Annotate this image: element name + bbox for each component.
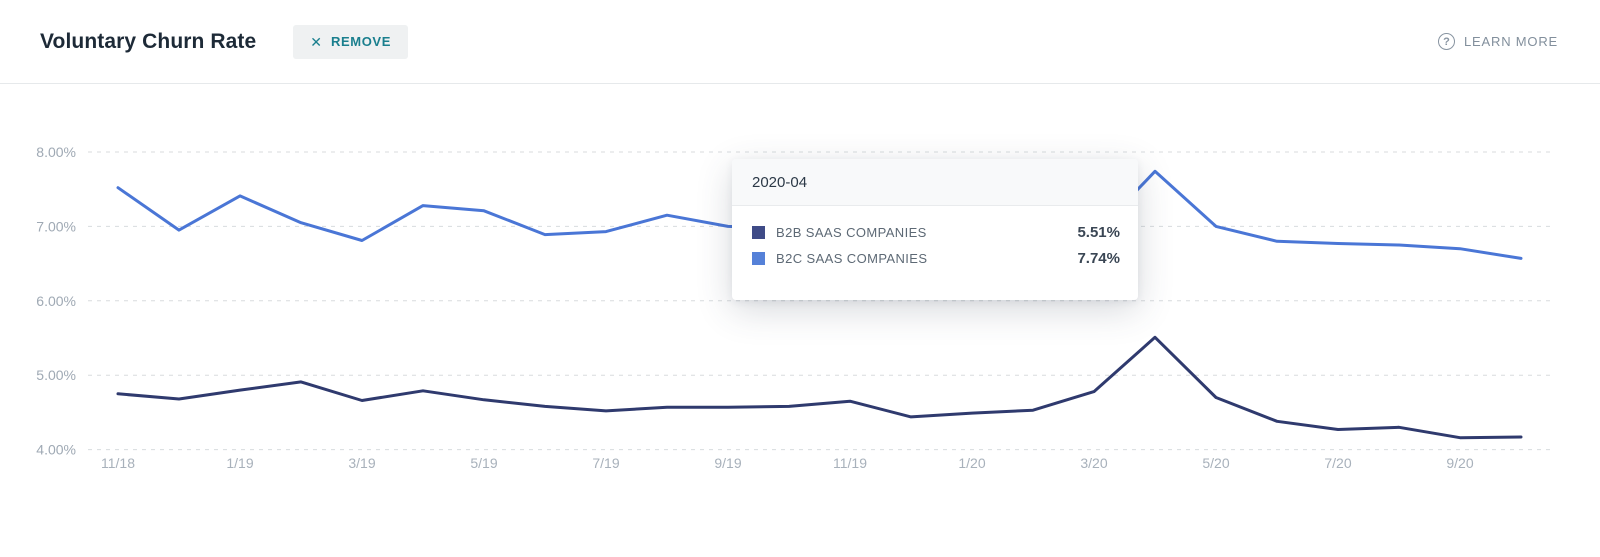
x-axis-tick-label: 1/19 xyxy=(226,455,253,471)
y-axis-tick-label: 7.00% xyxy=(36,218,76,234)
chart-plot-area[interactable]: 8.00% 7.00% 6.00% 5.00% 4.00% 11/18 1/19 3/19 5/… xyxy=(0,84,1600,552)
x-axis-tick-label: 7/19 xyxy=(592,455,619,471)
x-axis-tick-label: 7/20 xyxy=(1324,455,1351,471)
learn-more-label: LEARN MORE xyxy=(1464,34,1558,49)
tooltip-row-b2c: B2C SAAS COMPANIES 7.74% xyxy=(752,245,1120,271)
churn-rate-line-chart[interactable]: 8.00% 7.00% 6.00% 5.00% 4.00% 11/18 1/19 3/19 5/… xyxy=(0,84,1600,552)
tooltip-series-value: 5.51% xyxy=(1077,223,1120,241)
x-axis-tick-label: 5/19 xyxy=(470,455,497,471)
tooltip-row-b2b: B2B SAAS COMPANIES 5.51% xyxy=(752,219,1120,245)
tooltip-date: 2020-04 xyxy=(732,159,1138,206)
y-axis-tick-label: 5.00% xyxy=(36,367,76,383)
b2b-series-line[interactable] xyxy=(116,335,1523,440)
tooltip-series-value: 7.74% xyxy=(1077,249,1120,267)
close-icon: ✕ xyxy=(310,33,323,50)
b2c-series-swatch xyxy=(752,251,765,265)
b2b-series-swatch xyxy=(752,225,765,239)
widget-header: Voluntary Churn Rate ✕ REMOVE ? LEARN MO… xyxy=(0,0,1600,84)
x-axis-tick-label: 11/18 xyxy=(101,455,135,471)
x-axis-tick-label: 9/19 xyxy=(714,455,741,471)
y-axis-tick-label: 8.00% xyxy=(36,144,76,160)
x-axis-tick-label: 3/20 xyxy=(1080,455,1107,471)
x-axis-tick-label: 1/20 xyxy=(958,455,985,471)
x-axis-tick-label: 11/19 xyxy=(833,455,867,471)
y-axis-tick-label: 6.00% xyxy=(36,293,76,309)
x-axis-tick-label: 5/20 xyxy=(1202,455,1229,471)
question-circle-icon: ? xyxy=(1438,33,1456,50)
remove-button[interactable]: ✕ REMOVE xyxy=(293,24,408,59)
remove-button-label: REMOVE xyxy=(331,34,391,49)
x-axis-tick-label: 3/19 xyxy=(348,455,375,471)
tooltip-series-label: B2B SAAS COMPANIES xyxy=(776,224,927,240)
chart-tooltip: 2020-04 B2B SAAS COMPANIES 5.51% B2C SAA… xyxy=(732,159,1138,300)
tooltip-body: B2B SAAS COMPANIES 5.51% B2C SAAS COMPAN… xyxy=(732,206,1138,271)
y-axis-tick-label: 4.00% xyxy=(36,442,76,458)
learn-more-link[interactable]: ? LEARN MORE xyxy=(1438,33,1558,50)
x-axis-tick-label: 9/20 xyxy=(1446,455,1473,471)
tooltip-series-label: B2C SAAS COMPANIES xyxy=(776,250,928,266)
page-title: Voluntary Churn Rate xyxy=(40,29,257,53)
